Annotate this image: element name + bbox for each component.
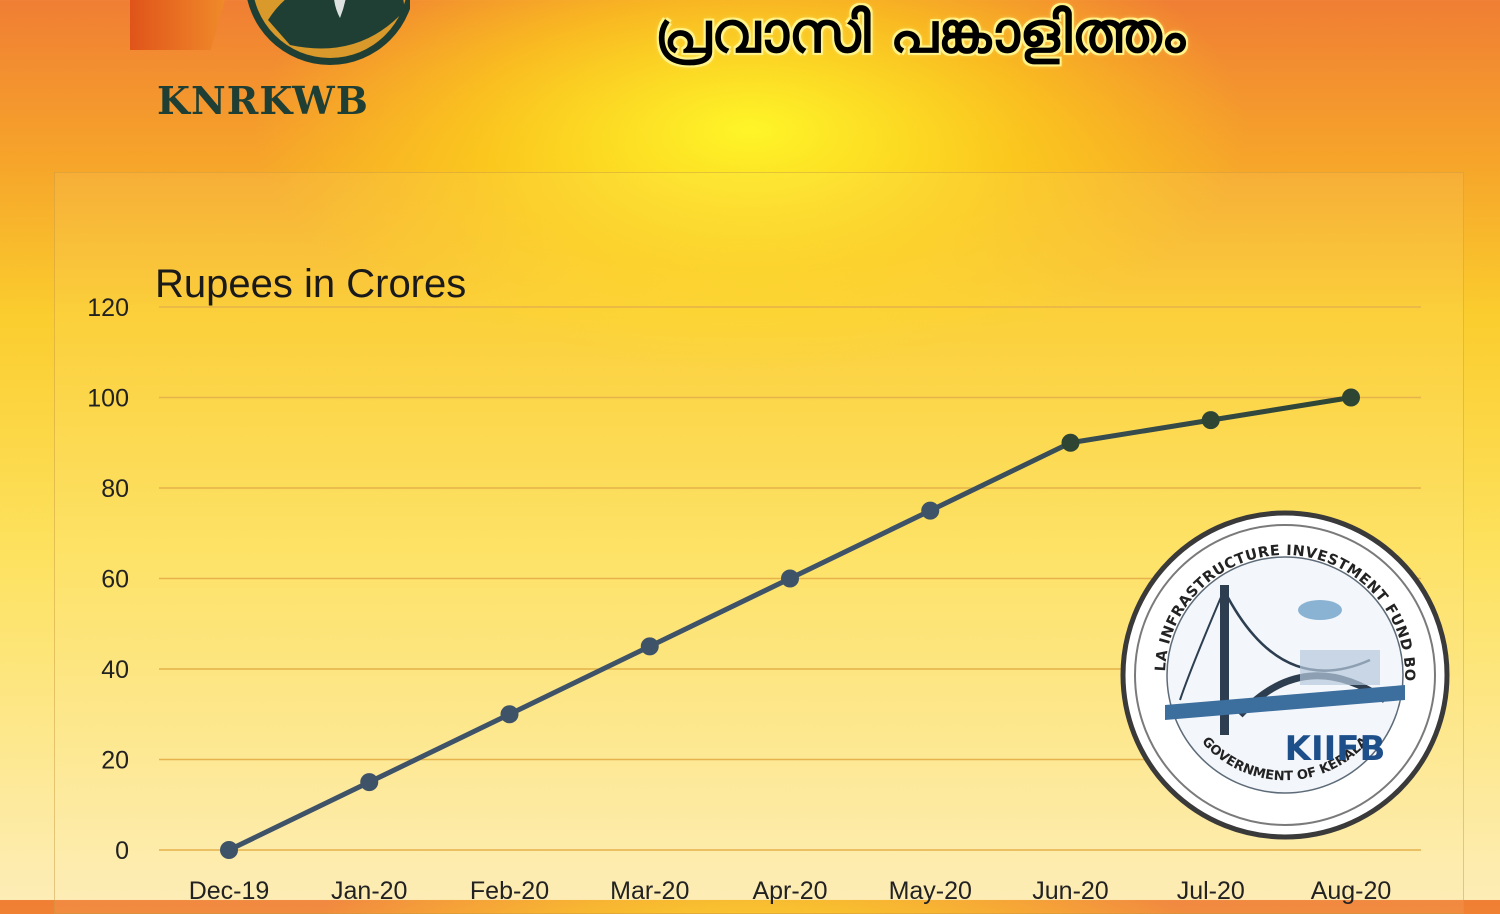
globe-icon bbox=[247, 0, 410, 65]
y-tick-label: 100 bbox=[87, 385, 129, 413]
y-tick-label: 120 bbox=[87, 294, 129, 322]
data-point bbox=[500, 705, 519, 724]
data-point bbox=[781, 569, 799, 588]
x-tick-label: Feb-20 bbox=[470, 877, 549, 905]
kiifb-wordmark: KIIFB bbox=[1285, 729, 1386, 769]
y-tick-label: 40 bbox=[101, 656, 129, 684]
x-tick-label: May-20 bbox=[889, 877, 972, 905]
data-point bbox=[1201, 411, 1220, 430]
y-tick-label: 80 bbox=[101, 475, 129, 503]
data-point bbox=[1342, 388, 1360, 407]
chart-title: Rupees in Crores bbox=[155, 262, 466, 306]
data-point bbox=[921, 501, 940, 520]
x-tick-label: Dec-19 bbox=[189, 877, 270, 905]
x-tick-label: Aug-20 bbox=[1311, 877, 1392, 905]
x-tick-label: Jul-20 bbox=[1177, 877, 1245, 905]
x-tick-label: Mar-20 bbox=[610, 877, 689, 905]
x-tick-label: Jun-20 bbox=[1032, 877, 1108, 905]
data-point bbox=[360, 773, 379, 792]
knrkwb-wordmark: KNRKWB bbox=[157, 78, 369, 123]
y-tick-label: 0 bbox=[115, 837, 129, 865]
page-title: പ്രവാസി പങ്കാളിത്തം bbox=[654, 1, 1186, 66]
y-tick-label: 20 bbox=[101, 747, 129, 775]
data-point bbox=[1061, 433, 1080, 452]
bridge-icon bbox=[1165, 585, 1405, 735]
data-point bbox=[640, 637, 659, 656]
x-tick-label: Apr-20 bbox=[752, 877, 827, 905]
y-tick-label: 60 bbox=[101, 566, 129, 594]
x-tick-label: Jan-20 bbox=[331, 877, 407, 905]
knrkwb-logo: KNRKWB bbox=[60, 0, 410, 130]
data-point bbox=[220, 841, 238, 859]
kiifb-seal-logo: KERALA INFRASTRUCTURE INVESTMENT FUND BO… bbox=[1120, 510, 1450, 840]
flag-shape-icon bbox=[130, 0, 225, 50]
